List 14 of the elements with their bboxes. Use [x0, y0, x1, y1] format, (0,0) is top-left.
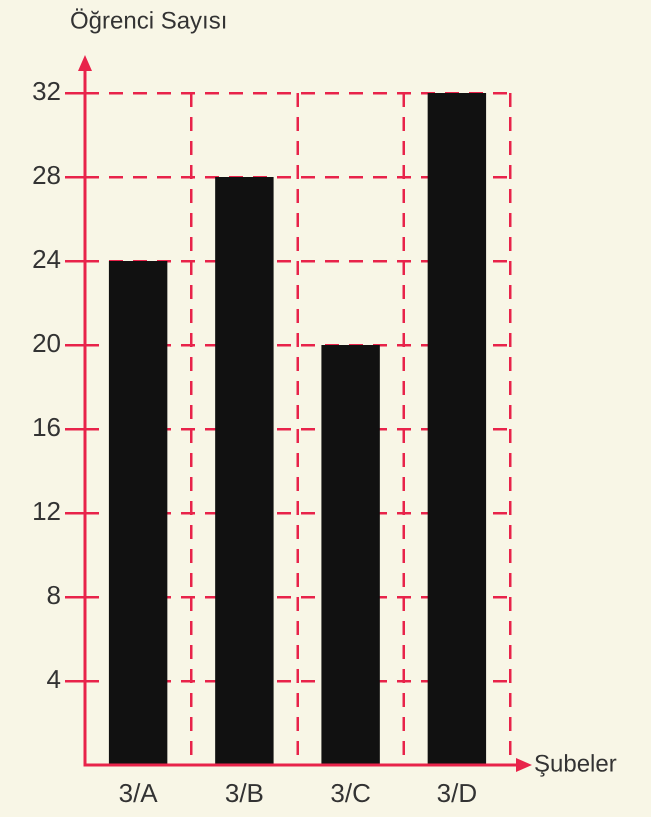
x-tick-label: 3/A: [118, 778, 158, 808]
y-tick-label: 8: [46, 580, 61, 610]
y-axis-title: Öğrenci Sayısı: [70, 8, 228, 35]
y-tick-label: 24: [32, 244, 61, 274]
y-tick-label: 4: [46, 664, 61, 694]
y-tick-label: 12: [32, 496, 61, 526]
x-tick-label: 3/D: [436, 778, 478, 808]
y-tick-label: 20: [32, 328, 61, 358]
x-tick-label: 3/C: [330, 778, 371, 808]
y-tick-label: 28: [32, 160, 61, 190]
x-axis-title: Şubeler: [534, 750, 617, 778]
y-tick-label: 32: [32, 76, 61, 106]
y-tick-label: 16: [32, 412, 61, 442]
x-tick-label: 3/B: [224, 778, 264, 808]
